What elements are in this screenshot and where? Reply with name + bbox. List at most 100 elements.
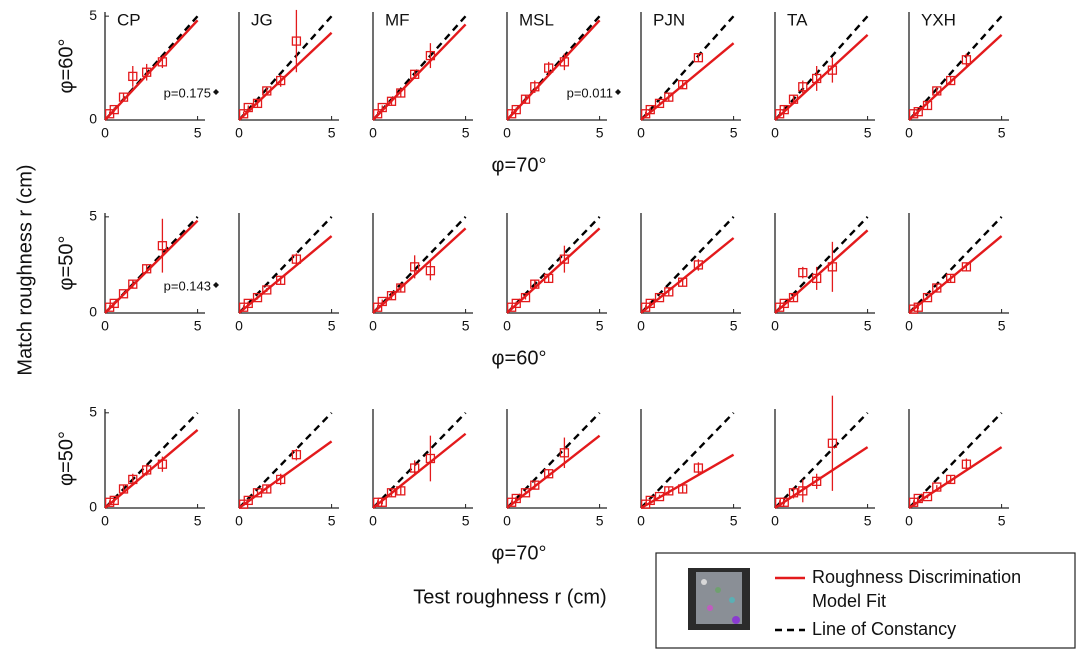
x-tick-label: 5 xyxy=(328,513,336,529)
y-tick-label: 0 xyxy=(89,111,97,127)
data-point xyxy=(961,55,972,65)
thumbnail-dot xyxy=(715,587,721,593)
annotation-marker xyxy=(213,282,219,288)
data-point xyxy=(530,279,540,289)
data-point xyxy=(812,273,822,284)
data-point xyxy=(157,459,168,469)
data-point xyxy=(118,289,129,299)
data-point xyxy=(243,102,253,113)
data-point xyxy=(377,497,387,507)
data-point xyxy=(544,469,554,479)
data-point xyxy=(913,107,923,117)
x-tick-label: 5 xyxy=(864,318,872,334)
data-point xyxy=(544,273,554,284)
thumbnail-dot xyxy=(729,597,735,603)
x-tick-label: 5 xyxy=(194,513,202,529)
x-tick-label: 0 xyxy=(637,318,645,334)
y-tick-label: 0 xyxy=(89,304,97,320)
data-point xyxy=(922,292,933,303)
legend xyxy=(655,552,1076,649)
data-point xyxy=(109,104,119,115)
annotation: p=0.175 xyxy=(164,85,211,100)
constancy-line xyxy=(104,411,199,509)
legend-label: Line of Constancy xyxy=(812,619,956,639)
x-tick-label: 0 xyxy=(235,125,243,141)
x-tick-label: 0 xyxy=(101,513,109,529)
data-point xyxy=(812,73,822,84)
data-point xyxy=(812,476,822,486)
row-y-label: φ=60° xyxy=(55,39,77,94)
data-point xyxy=(425,453,436,464)
x-tick-label: 0 xyxy=(771,513,779,529)
x-tick-label: 5 xyxy=(730,513,738,529)
data-point xyxy=(693,53,704,63)
data-point xyxy=(128,71,138,82)
data-point xyxy=(511,298,521,309)
data-point xyxy=(396,283,406,293)
data-point xyxy=(946,273,956,284)
subject-title: JG xyxy=(251,10,273,29)
data-point xyxy=(425,266,436,276)
x-tick-label: 0 xyxy=(905,125,913,141)
data-point xyxy=(396,486,406,496)
constancy-line xyxy=(908,411,1003,509)
data-point xyxy=(425,50,436,61)
constancy-line xyxy=(774,411,869,509)
data-point xyxy=(779,104,789,115)
data-point xyxy=(377,296,387,307)
x-tick-label: 0 xyxy=(503,125,511,141)
y-tick-label: 5 xyxy=(89,404,97,420)
data-point xyxy=(544,63,554,73)
data-point xyxy=(386,488,397,498)
data-point xyxy=(946,474,956,485)
subject-title: YXH xyxy=(921,10,956,29)
data-point xyxy=(276,474,286,485)
data-point xyxy=(788,94,799,104)
data-point xyxy=(654,491,665,502)
x-axis-title: Test roughness r (cm) xyxy=(413,586,606,608)
data-point xyxy=(530,82,540,92)
row-x-label: φ=60° xyxy=(492,347,547,369)
annotation-marker xyxy=(615,89,621,95)
data-point xyxy=(262,285,272,295)
x-tick-label: 5 xyxy=(462,513,470,529)
x-tick-label: 5 xyxy=(328,125,336,141)
x-tick-label: 5 xyxy=(864,125,872,141)
data-point xyxy=(410,262,420,272)
data-point xyxy=(511,493,521,504)
data-point xyxy=(142,465,152,475)
data-point xyxy=(645,298,655,309)
constancy-line xyxy=(238,216,333,314)
x-tick-label: 0 xyxy=(905,513,913,529)
data-point xyxy=(922,491,933,502)
y-axis-title: Match roughness r (cm) xyxy=(14,164,36,375)
x-tick-label: 5 xyxy=(864,513,872,529)
constancy-line xyxy=(238,411,333,509)
data-point xyxy=(157,241,168,251)
data-point xyxy=(664,486,674,496)
constancy-line xyxy=(774,216,869,314)
x-tick-label: 5 xyxy=(194,125,202,141)
subject-title: CP xyxy=(117,10,141,29)
data-point xyxy=(678,80,688,90)
x-tick-label: 0 xyxy=(369,125,377,141)
data-point xyxy=(157,57,168,67)
x-tick-label: 5 xyxy=(596,513,604,529)
data-point xyxy=(243,298,253,309)
constancy-line xyxy=(774,15,869,121)
data-point xyxy=(142,264,152,274)
x-tick-label: 5 xyxy=(730,318,738,334)
x-tick-label: 0 xyxy=(771,318,779,334)
x-tick-label: 5 xyxy=(998,125,1006,141)
data-point xyxy=(913,493,923,504)
data-point xyxy=(252,98,263,109)
data-point xyxy=(932,482,942,492)
data-point xyxy=(559,448,570,458)
x-tick-label: 0 xyxy=(905,318,913,334)
x-tick-label: 0 xyxy=(101,318,109,334)
data-point xyxy=(798,267,808,278)
subject-title: TA xyxy=(787,10,808,29)
x-tick-label: 0 xyxy=(503,318,511,334)
x-tick-label: 5 xyxy=(462,125,470,141)
